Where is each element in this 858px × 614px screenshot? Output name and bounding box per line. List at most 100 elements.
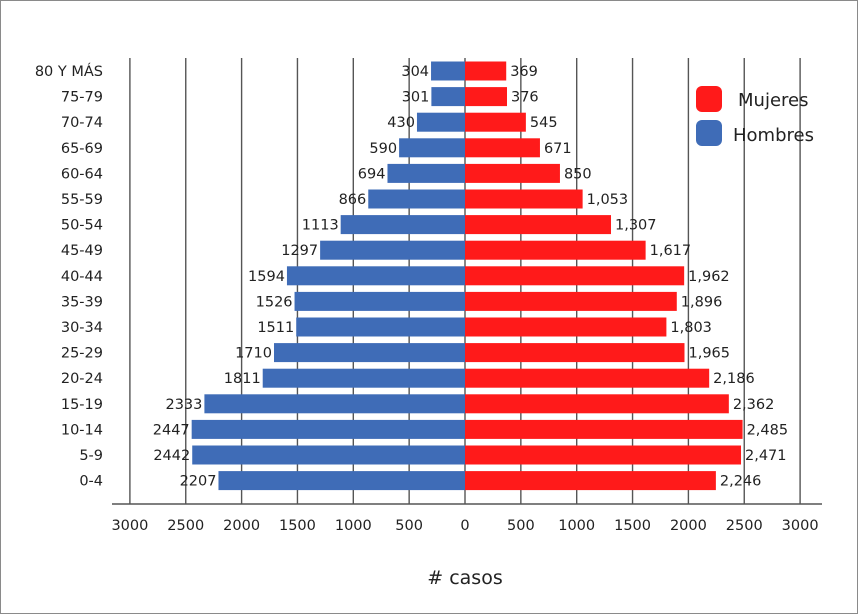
category-label: 65-69 bbox=[61, 141, 103, 157]
bar-hombres bbox=[387, 163, 465, 183]
bar-mujeres bbox=[465, 112, 526, 132]
data-label-hombres: 1710 bbox=[235, 346, 272, 362]
legend-label-hombres: Hombres bbox=[733, 125, 814, 146]
bar-mujeres bbox=[465, 87, 507, 107]
data-label-mujeres: 369 bbox=[510, 64, 538, 80]
data-label-hombres: 301 bbox=[402, 90, 430, 106]
x-tick-label: 2500 bbox=[726, 518, 763, 534]
data-label-hombres: 2447 bbox=[153, 422, 190, 438]
data-label-mujeres: 2,362 bbox=[733, 397, 775, 413]
data-labels: 369 304 376 301 545 430 671 590 850 694 1,053 866 1,… bbox=[153, 64, 788, 490]
bar-mujeres bbox=[465, 215, 611, 235]
bar-mujeres bbox=[465, 163, 560, 183]
legend-swatch-mujeres bbox=[696, 86, 722, 112]
legend-label-mujeres: Mujeres bbox=[738, 90, 808, 111]
bar-hombres bbox=[340, 215, 465, 235]
legend: Mujeres Hombres bbox=[696, 86, 814, 146]
data-label-hombres: 694 bbox=[358, 166, 386, 182]
category-label: 35-39 bbox=[61, 294, 103, 310]
category-label: 45-49 bbox=[61, 243, 103, 259]
x-tick-label: 1500 bbox=[279, 518, 316, 534]
bar-hombres bbox=[204, 394, 465, 414]
data-label-hombres: 1511 bbox=[257, 320, 294, 336]
category-label: 15-19 bbox=[61, 397, 103, 413]
category-label: 55-59 bbox=[61, 192, 103, 208]
data-label-mujeres: 2,485 bbox=[747, 422, 789, 438]
category-label: 10-14 bbox=[61, 422, 103, 438]
data-label-hombres: 1594 bbox=[248, 269, 285, 285]
category-label: 70-74 bbox=[61, 115, 103, 131]
category-label: 80 Y MÁS bbox=[35, 63, 103, 80]
x-tick-label: 2000 bbox=[223, 518, 260, 534]
bar-hombres bbox=[286, 266, 465, 286]
data-label-mujeres: 671 bbox=[544, 141, 572, 157]
category-label: 20-24 bbox=[61, 371, 103, 387]
bar-hombres bbox=[191, 419, 465, 439]
x-tick-label: 500 bbox=[395, 518, 423, 534]
bar-mujeres bbox=[465, 317, 667, 337]
bars bbox=[191, 61, 743, 491]
data-label-hombres: 866 bbox=[339, 192, 367, 208]
bar-hombres bbox=[218, 471, 465, 491]
data-label-mujeres: 1,617 bbox=[650, 243, 692, 259]
bar-mujeres bbox=[465, 240, 646, 260]
x-tick-label: 3000 bbox=[782, 518, 819, 534]
category-label: 50-54 bbox=[61, 218, 103, 234]
bar-hombres bbox=[416, 112, 465, 132]
bar-mujeres bbox=[465, 266, 685, 286]
data-label-hombres: 1113 bbox=[302, 218, 339, 234]
bar-hombres bbox=[431, 61, 465, 81]
bar-hombres bbox=[368, 189, 465, 209]
data-label-hombres: 590 bbox=[369, 141, 397, 157]
data-label-hombres: 1811 bbox=[224, 371, 261, 387]
bar-hombres bbox=[273, 343, 465, 363]
data-label-mujeres: 2,186 bbox=[713, 371, 755, 387]
category-label: 40-44 bbox=[61, 269, 103, 285]
bar-hombres bbox=[192, 445, 465, 465]
category-label: 60-64 bbox=[61, 166, 103, 182]
x-axis-title: # casos bbox=[427, 567, 502, 589]
legend-swatch-hombres bbox=[696, 120, 722, 146]
data-label-mujeres: 1,962 bbox=[688, 269, 730, 285]
data-label-mujeres: 1,965 bbox=[688, 346, 730, 362]
bar-mujeres bbox=[465, 368, 710, 388]
x-tick-label: 500 bbox=[507, 518, 535, 534]
bar-mujeres bbox=[465, 445, 742, 465]
data-label-hombres: 304 bbox=[401, 64, 429, 80]
bar-hombres bbox=[262, 368, 465, 388]
data-label-mujeres: 376 bbox=[511, 90, 539, 106]
category-label: 0-4 bbox=[79, 474, 103, 490]
data-label-mujeres: 2,471 bbox=[745, 448, 787, 464]
data-label-mujeres: 1,803 bbox=[670, 320, 712, 336]
category-label: 75-79 bbox=[61, 90, 103, 106]
bar-mujeres bbox=[465, 61, 507, 81]
bar-hombres bbox=[320, 240, 465, 260]
bar-mujeres bbox=[465, 419, 743, 439]
data-label-hombres: 1526 bbox=[256, 294, 293, 310]
bar-hombres bbox=[296, 317, 465, 337]
x-tick-label: 1000 bbox=[335, 518, 372, 534]
data-label-mujeres: 545 bbox=[530, 115, 558, 131]
data-label-hombres: 2207 bbox=[180, 474, 217, 490]
data-label-hombres: 430 bbox=[387, 115, 415, 131]
data-label-mujeres: 850 bbox=[564, 166, 592, 182]
x-axis: 3000 2500 2000 1500 1000 500 0 500 1000 1500 2000 2… bbox=[111, 503, 822, 534]
data-label-mujeres: 2,246 bbox=[720, 474, 762, 490]
data-label-hombres: 1297 bbox=[281, 243, 318, 259]
x-tick-label: 2500 bbox=[167, 518, 204, 534]
x-tick-label: 0 bbox=[460, 518, 469, 534]
bar-mujeres bbox=[465, 471, 716, 491]
x-tick-label: 3000 bbox=[111, 518, 148, 534]
category-label: 5-9 bbox=[79, 448, 103, 464]
data-label-hombres: 2333 bbox=[165, 397, 202, 413]
x-tick-label: 1500 bbox=[614, 518, 651, 534]
bar-mujeres bbox=[465, 291, 677, 311]
data-label-hombres: 2442 bbox=[153, 448, 190, 464]
bar-mujeres bbox=[465, 394, 729, 414]
data-label-mujeres: 1,896 bbox=[681, 294, 723, 310]
data-label-mujeres: 1,053 bbox=[587, 192, 629, 208]
category-label: 30-34 bbox=[61, 320, 103, 336]
bar-hombres bbox=[431, 87, 465, 107]
x-tick-label: 1000 bbox=[558, 518, 595, 534]
